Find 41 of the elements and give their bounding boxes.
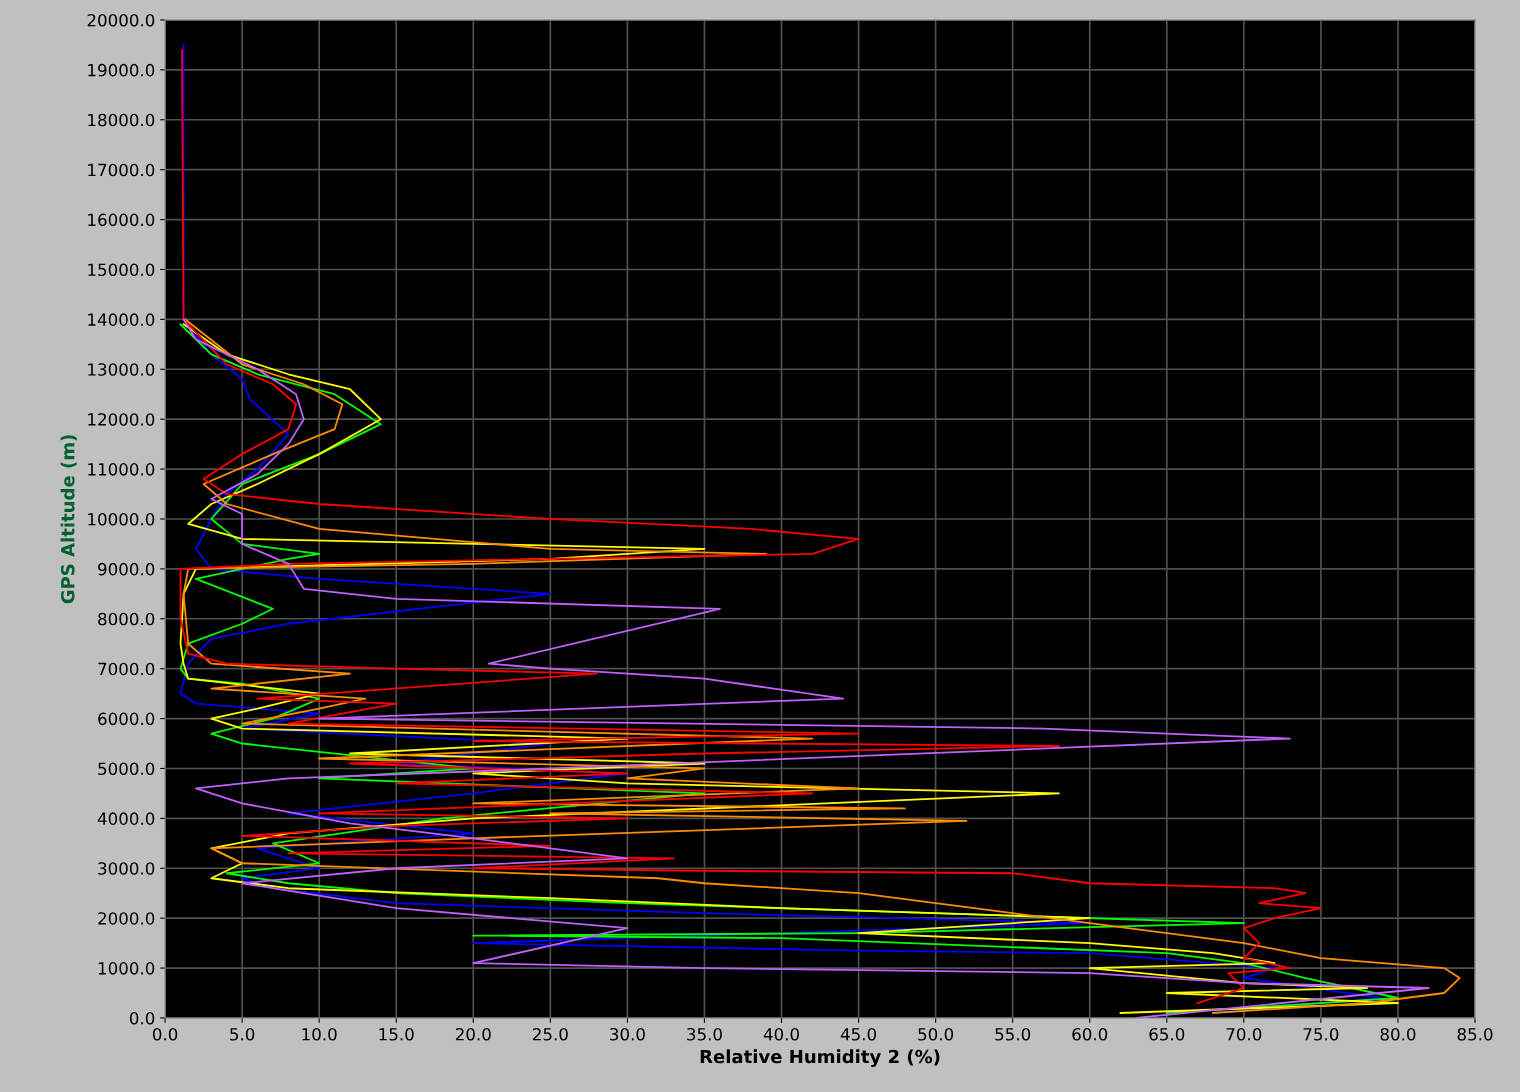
y-tick-label: 0.0: [129, 1011, 155, 1025]
y-tick-label: 20000.0: [87, 13, 155, 27]
y-tick-label: 5000.0: [98, 762, 155, 776]
y-axis-title: GPS Altitude (m): [60, 435, 77, 604]
x-axis-title: Relative Humidity 2 (%): [700, 1049, 940, 1067]
x-tick-label: 50.0: [918, 1027, 954, 1041]
y-tick-label: 15000.0: [88, 263, 155, 277]
x-tick-label: 0.0: [152, 1027, 178, 1041]
y-tick-label: 14000.0: [88, 313, 155, 326]
y-tick-label: 3000.0: [98, 862, 155, 875]
x-tick-label: 75.0: [1303, 1027, 1339, 1041]
x-tick-label: 40.0: [763, 1027, 799, 1041]
y-tick-label: 4000.0: [97, 812, 155, 825]
y-tick-label: 6000.0: [98, 712, 155, 726]
x-tick-label: 20.0: [455, 1027, 491, 1041]
y-tick-label: 16000.0: [88, 213, 155, 227]
x-tick-label: 55.0: [995, 1027, 1031, 1041]
y-tick-label: 18000.0: [88, 113, 155, 127]
x-tick-label: 80.0: [1380, 1027, 1416, 1041]
y-tick-label: 8000.0: [98, 612, 155, 626]
y-tick-label: 19000.0: [88, 63, 155, 77]
x-tick-label: 25.0: [533, 1027, 568, 1041]
y-tick-label: 13000.0: [88, 363, 155, 376]
x-tick-label: 70.0: [1226, 1027, 1262, 1041]
x-tick-label: 60.0: [1072, 1027, 1108, 1041]
y-tick-label: 9000.0: [98, 562, 155, 576]
y-tick-label: 2000.0: [98, 912, 155, 925]
y-tick-label: 17000.0: [88, 163, 155, 177]
x-tick-label: 35.0: [687, 1027, 722, 1041]
x-tick-label: 65.0: [1149, 1027, 1185, 1041]
y-tick-label: 11000.0: [88, 463, 155, 476]
x-tick-label: 10.0: [302, 1027, 337, 1041]
x-tick-label: 85.0: [1457, 1027, 1493, 1041]
y-tick-label: 10000.0: [88, 512, 155, 526]
y-tick-label: 12000.0: [88, 413, 155, 426]
x-tick-label: 5.0: [230, 1027, 255, 1041]
x-tick-label: 30.0: [610, 1027, 645, 1041]
x-tick-label: 45.0: [840, 1027, 877, 1041]
y-tick-label: 7000.0: [98, 662, 155, 676]
y-tick-label: 1000.0: [98, 962, 155, 975]
x-tick-label: 15.0: [379, 1027, 414, 1041]
